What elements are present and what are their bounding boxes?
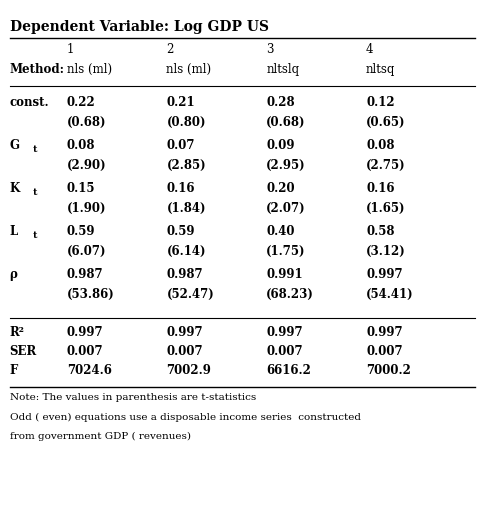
Text: 4: 4 bbox=[365, 43, 373, 56]
Text: 0.997: 0.997 bbox=[166, 325, 203, 339]
Text: (1.75): (1.75) bbox=[266, 245, 305, 258]
Text: 0.16: 0.16 bbox=[166, 182, 195, 195]
Text: L: L bbox=[10, 225, 18, 238]
Text: (3.12): (3.12) bbox=[365, 245, 405, 258]
Text: F: F bbox=[10, 364, 18, 377]
Text: Dependent Variable: Log GDP US: Dependent Variable: Log GDP US bbox=[10, 20, 268, 35]
Text: 0.007: 0.007 bbox=[266, 345, 302, 358]
Text: (54.41): (54.41) bbox=[365, 288, 413, 301]
Text: 0.007: 0.007 bbox=[66, 345, 103, 358]
Text: 0.07: 0.07 bbox=[166, 139, 195, 152]
Text: (0.68): (0.68) bbox=[266, 116, 305, 129]
Text: ρ: ρ bbox=[10, 268, 17, 281]
Text: (6.07): (6.07) bbox=[66, 245, 106, 258]
Text: nls (ml): nls (ml) bbox=[66, 63, 111, 76]
Text: 0.59: 0.59 bbox=[66, 225, 95, 238]
Text: from government GDP ( revenues): from government GDP ( revenues) bbox=[10, 432, 190, 441]
Text: 0.12: 0.12 bbox=[365, 96, 394, 109]
Text: 0.20: 0.20 bbox=[266, 182, 294, 195]
Text: 7002.9: 7002.9 bbox=[166, 364, 211, 377]
Text: 1: 1 bbox=[66, 43, 74, 56]
Text: t: t bbox=[32, 145, 37, 154]
Text: SER: SER bbox=[10, 345, 37, 358]
Text: (0.68): (0.68) bbox=[66, 116, 106, 129]
Text: G: G bbox=[10, 139, 19, 152]
Text: 0.08: 0.08 bbox=[365, 139, 394, 152]
Text: 7000.2: 7000.2 bbox=[365, 364, 410, 377]
Text: 2: 2 bbox=[166, 43, 173, 56]
Text: (2.90): (2.90) bbox=[66, 159, 106, 172]
Text: nltsq: nltsq bbox=[365, 63, 394, 76]
Text: 0.997: 0.997 bbox=[365, 268, 402, 281]
Text: 0.987: 0.987 bbox=[66, 268, 103, 281]
Text: (0.80): (0.80) bbox=[166, 116, 206, 129]
Text: R²: R² bbox=[10, 325, 24, 339]
Text: (2.85): (2.85) bbox=[166, 159, 206, 172]
Text: 0.09: 0.09 bbox=[266, 139, 294, 152]
Text: (52.47): (52.47) bbox=[166, 288, 214, 301]
Text: 0.22: 0.22 bbox=[66, 96, 95, 109]
Text: nls (ml): nls (ml) bbox=[166, 63, 211, 76]
Text: 3: 3 bbox=[266, 43, 273, 56]
Text: (2.75): (2.75) bbox=[365, 159, 405, 172]
Text: 0.58: 0.58 bbox=[365, 225, 394, 238]
Text: (53.86): (53.86) bbox=[66, 288, 114, 301]
Text: 0.16: 0.16 bbox=[365, 182, 394, 195]
Text: 0.997: 0.997 bbox=[66, 325, 103, 339]
Text: (6.14): (6.14) bbox=[166, 245, 206, 258]
Text: (2.95): (2.95) bbox=[266, 159, 305, 172]
Text: 0.007: 0.007 bbox=[365, 345, 402, 358]
Text: t: t bbox=[32, 188, 37, 197]
Text: const.: const. bbox=[10, 96, 49, 109]
Text: (68.23): (68.23) bbox=[266, 288, 314, 301]
Text: 0.15: 0.15 bbox=[66, 182, 95, 195]
Text: 0.991: 0.991 bbox=[266, 268, 302, 281]
Text: 0.28: 0.28 bbox=[266, 96, 294, 109]
Text: Odd ( even) equations use a disposable income series  constructed: Odd ( even) equations use a disposable i… bbox=[10, 413, 360, 422]
Text: 7024.6: 7024.6 bbox=[66, 364, 111, 377]
Text: 0.40: 0.40 bbox=[266, 225, 294, 238]
Text: 0.007: 0.007 bbox=[166, 345, 203, 358]
Text: 0.987: 0.987 bbox=[166, 268, 203, 281]
Text: 0.997: 0.997 bbox=[365, 325, 402, 339]
Text: (1.65): (1.65) bbox=[365, 202, 405, 215]
Text: Method:: Method: bbox=[10, 63, 64, 76]
Text: 0.08: 0.08 bbox=[66, 139, 95, 152]
Text: Note: The values in parenthesis are t-statistics: Note: The values in parenthesis are t-st… bbox=[10, 393, 256, 402]
Text: (0.65): (0.65) bbox=[365, 116, 405, 129]
Text: (2.07): (2.07) bbox=[266, 202, 305, 215]
Text: 0.997: 0.997 bbox=[266, 325, 302, 339]
Text: 0.59: 0.59 bbox=[166, 225, 195, 238]
Text: 0.21: 0.21 bbox=[166, 96, 195, 109]
Text: 6616.2: 6616.2 bbox=[266, 364, 311, 377]
Text: t: t bbox=[32, 231, 37, 240]
Text: (1.90): (1.90) bbox=[66, 202, 106, 215]
Text: nltslq: nltslq bbox=[266, 63, 299, 76]
Text: (1.84): (1.84) bbox=[166, 202, 206, 215]
Text: K: K bbox=[10, 182, 20, 195]
